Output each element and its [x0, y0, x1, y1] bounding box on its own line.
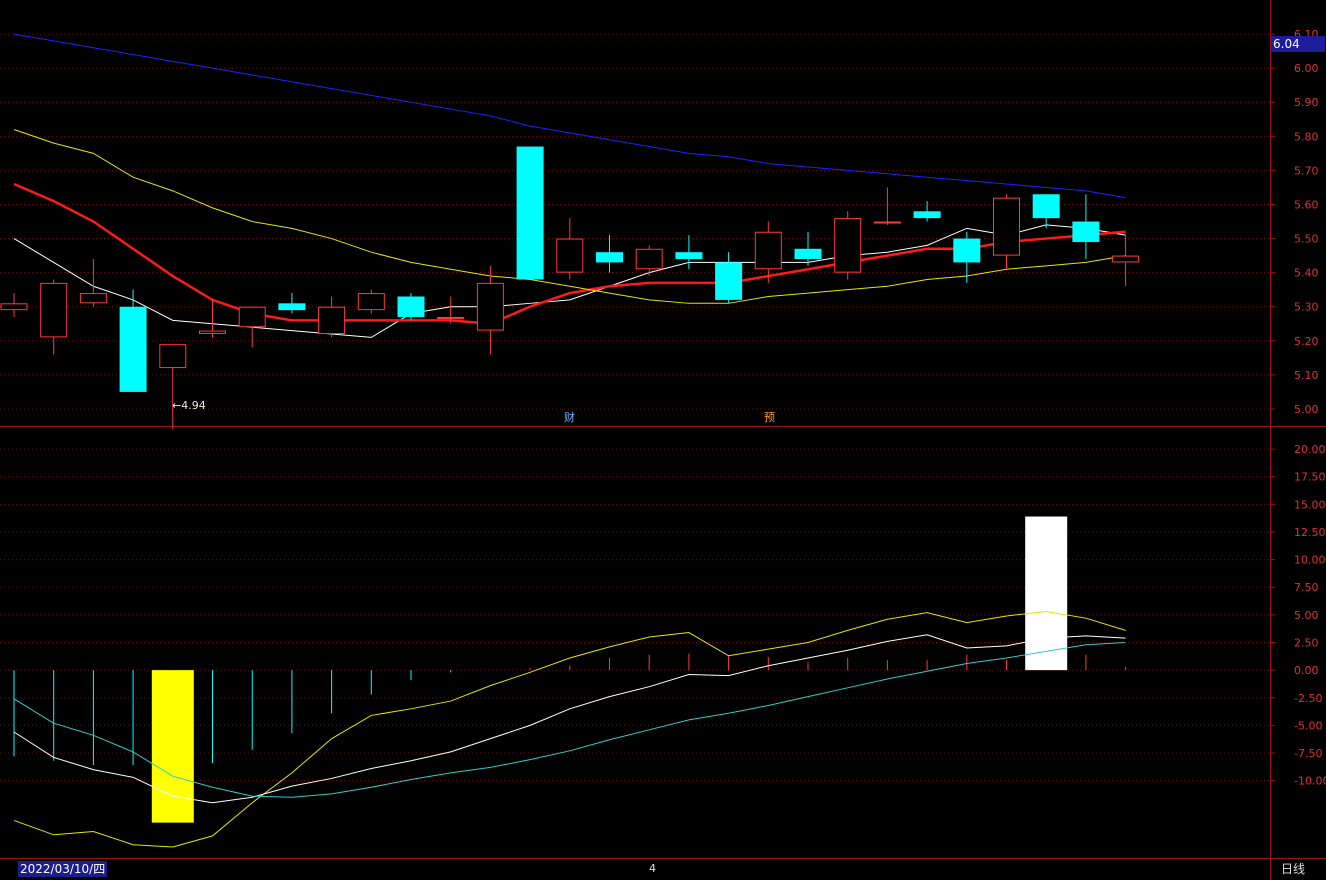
- price-tick-label: 5.30: [1294, 301, 1319, 314]
- candle-body: [754, 231, 782, 270]
- candle-body: [397, 296, 425, 317]
- candle-body: [913, 211, 941, 219]
- candle-body: [834, 218, 862, 273]
- candle-body: [635, 248, 663, 270]
- price-tick-label: 6.00: [1294, 62, 1319, 75]
- forecast-marker[interactable]: 预: [764, 411, 775, 424]
- indicator-tick-label: 10.00: [1294, 554, 1326, 567]
- price-panel: [0, 33, 1140, 430]
- low-price-annotation: ←4.94: [172, 399, 206, 412]
- month-marker: 4: [649, 862, 656, 875]
- price-tick-label: 5.40: [1294, 267, 1319, 280]
- candle-body: [675, 252, 703, 260]
- candle-body: [1032, 194, 1060, 219]
- indicator-tick-label: -7.50: [1294, 747, 1322, 760]
- price-tick-label: 5.50: [1294, 233, 1319, 246]
- price-tick-label: 5.00: [1294, 403, 1319, 416]
- candle-body: [437, 316, 465, 319]
- candle-body: [40, 282, 68, 338]
- event-highlight-bar: [1025, 516, 1068, 671]
- candle-body: [0, 303, 28, 311]
- candle-body: [1072, 221, 1100, 242]
- event-highlight-bar: [151, 670, 194, 823]
- axis-labels: 6.106.005.905.805.705.605.505.405.305.20…: [1294, 28, 1326, 788]
- candle-body: [556, 238, 584, 273]
- price-tick-label: 5.90: [1294, 96, 1319, 109]
- indicator-line: [13, 611, 1126, 848]
- price-tick-label: 5.60: [1294, 198, 1319, 211]
- indicator-line: [13, 634, 1126, 804]
- indicator-tick-label: -5.00: [1294, 719, 1322, 732]
- candle-body: [159, 344, 187, 369]
- moving-average-line: [13, 224, 1126, 338]
- price-tick-label: 5.10: [1294, 369, 1319, 382]
- indicator-tick-label: 7.50: [1294, 581, 1319, 594]
- candle-body: [1112, 255, 1140, 263]
- price-tick-label: 5.80: [1294, 130, 1319, 143]
- cursor-date-label: 2022/03/10/四: [18, 861, 108, 877]
- moving-average-line: [13, 182, 1126, 326]
- moving-average-line: [13, 129, 1126, 304]
- indicator-line: [13, 642, 1126, 798]
- candle-body: [199, 330, 226, 334]
- price-tick-label: 5.70: [1294, 164, 1319, 177]
- candle-body: [79, 293, 107, 304]
- candle-body: [119, 306, 147, 392]
- candle-body: [318, 306, 346, 334]
- indicator-tick-label: 5.00: [1294, 609, 1319, 622]
- moving-average-line: [13, 33, 1126, 199]
- financial-report-marker[interactable]: 财: [564, 411, 575, 424]
- candle-body: [993, 197, 1020, 256]
- candle-body: [278, 303, 306, 311]
- candle-body: [238, 306, 266, 328]
- indicator-tick-label: -10.00: [1294, 775, 1326, 788]
- candle-body: [357, 293, 385, 311]
- candle-body: [794, 248, 822, 260]
- candle-body: [596, 252, 623, 263]
- indicator-tick-label: 0.00: [1294, 664, 1319, 677]
- indicator-tick-label: -2.50: [1294, 692, 1322, 705]
- indicator-tick-label: 15.00: [1294, 498, 1326, 511]
- indicator-tick-label: 12.50: [1294, 526, 1326, 539]
- price-tick-label: 5.20: [1294, 335, 1319, 348]
- candle-body: [476, 282, 504, 331]
- indicator-tick-label: 2.50: [1294, 637, 1319, 650]
- last-price-label: 6.04: [1271, 36, 1325, 52]
- candle-body: [873, 221, 901, 224]
- indicator-panel: [13, 516, 1127, 848]
- candle-body: [715, 262, 743, 300]
- indicator-tick-label: 20.00: [1294, 443, 1326, 456]
- indicator-tick-label: 17.50: [1294, 471, 1326, 484]
- candle-body: [516, 146, 544, 280]
- candle-body: [953, 238, 981, 263]
- period-selector[interactable]: 日线: [1281, 862, 1306, 876]
